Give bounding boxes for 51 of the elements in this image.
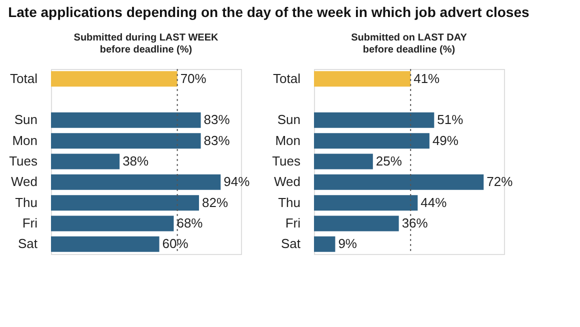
bar bbox=[314, 195, 418, 211]
data-label: 9% bbox=[338, 236, 358, 252]
bar bbox=[314, 236, 336, 252]
y-tick-label: Fri bbox=[285, 216, 301, 231]
data-label: 38% bbox=[122, 154, 150, 168]
data-label: 68% bbox=[176, 216, 204, 231]
y-tick-label: Total bbox=[10, 70, 38, 86]
data-label: 60% bbox=[162, 236, 189, 252]
y-tick-label: Sat bbox=[18, 236, 38, 252]
bar bbox=[51, 112, 201, 128]
data-label: 25% bbox=[376, 154, 402, 168]
bar bbox=[51, 195, 199, 211]
y-tick-label: Thu bbox=[15, 194, 38, 210]
y-tick-label: Mon bbox=[12, 132, 38, 148]
y-tick-label: Sun bbox=[277, 112, 300, 128]
y-tick-label: Total bbox=[273, 70, 301, 86]
data-label: 94% bbox=[224, 174, 250, 190]
data-label: 41% bbox=[414, 70, 440, 86]
bar bbox=[51, 154, 120, 170]
y-tick-label: Tues bbox=[272, 154, 301, 168]
data-label: 72% bbox=[486, 174, 514, 190]
bar bbox=[51, 71, 178, 87]
data-label: 82% bbox=[202, 194, 228, 210]
bar bbox=[314, 112, 434, 128]
bar bbox=[51, 216, 174, 232]
chart-subtitle: Submitted during LAST WEEK before deadline (%) bbox=[74, 32, 219, 56]
data-label: 44% bbox=[420, 194, 448, 210]
y-tick-label: Sat bbox=[280, 236, 301, 252]
y-tick-label: Wed bbox=[274, 174, 300, 190]
data-label: 36% bbox=[402, 216, 428, 231]
text: Late applications depending on the day of the week in which job advert closes bbox=[8, 4, 530, 20]
bar bbox=[314, 216, 399, 232]
chart-subtitle: Submitted on LAST DAY before deadline (%) bbox=[351, 32, 468, 56]
y-tick-label: Mon bbox=[275, 132, 300, 148]
data-label: 83% bbox=[204, 132, 230, 148]
y-tick-label: Sun bbox=[14, 112, 38, 128]
y-tick-label: Wed bbox=[11, 174, 38, 190]
bar bbox=[51, 174, 221, 190]
data-label: 49% bbox=[432, 132, 459, 148]
bar bbox=[314, 71, 411, 87]
y-tick-label: Fri bbox=[22, 216, 38, 231]
bar bbox=[314, 174, 484, 190]
data-label: 83% bbox=[204, 112, 230, 128]
data-label: 51% bbox=[437, 112, 464, 128]
bar bbox=[314, 133, 430, 149]
bar bbox=[51, 133, 201, 149]
y-tick-label: Tues bbox=[9, 154, 38, 168]
y-tick-label: Thu bbox=[278, 194, 300, 210]
bar bbox=[314, 154, 373, 170]
bar bbox=[51, 236, 160, 252]
data-label: 70% bbox=[180, 70, 207, 86]
